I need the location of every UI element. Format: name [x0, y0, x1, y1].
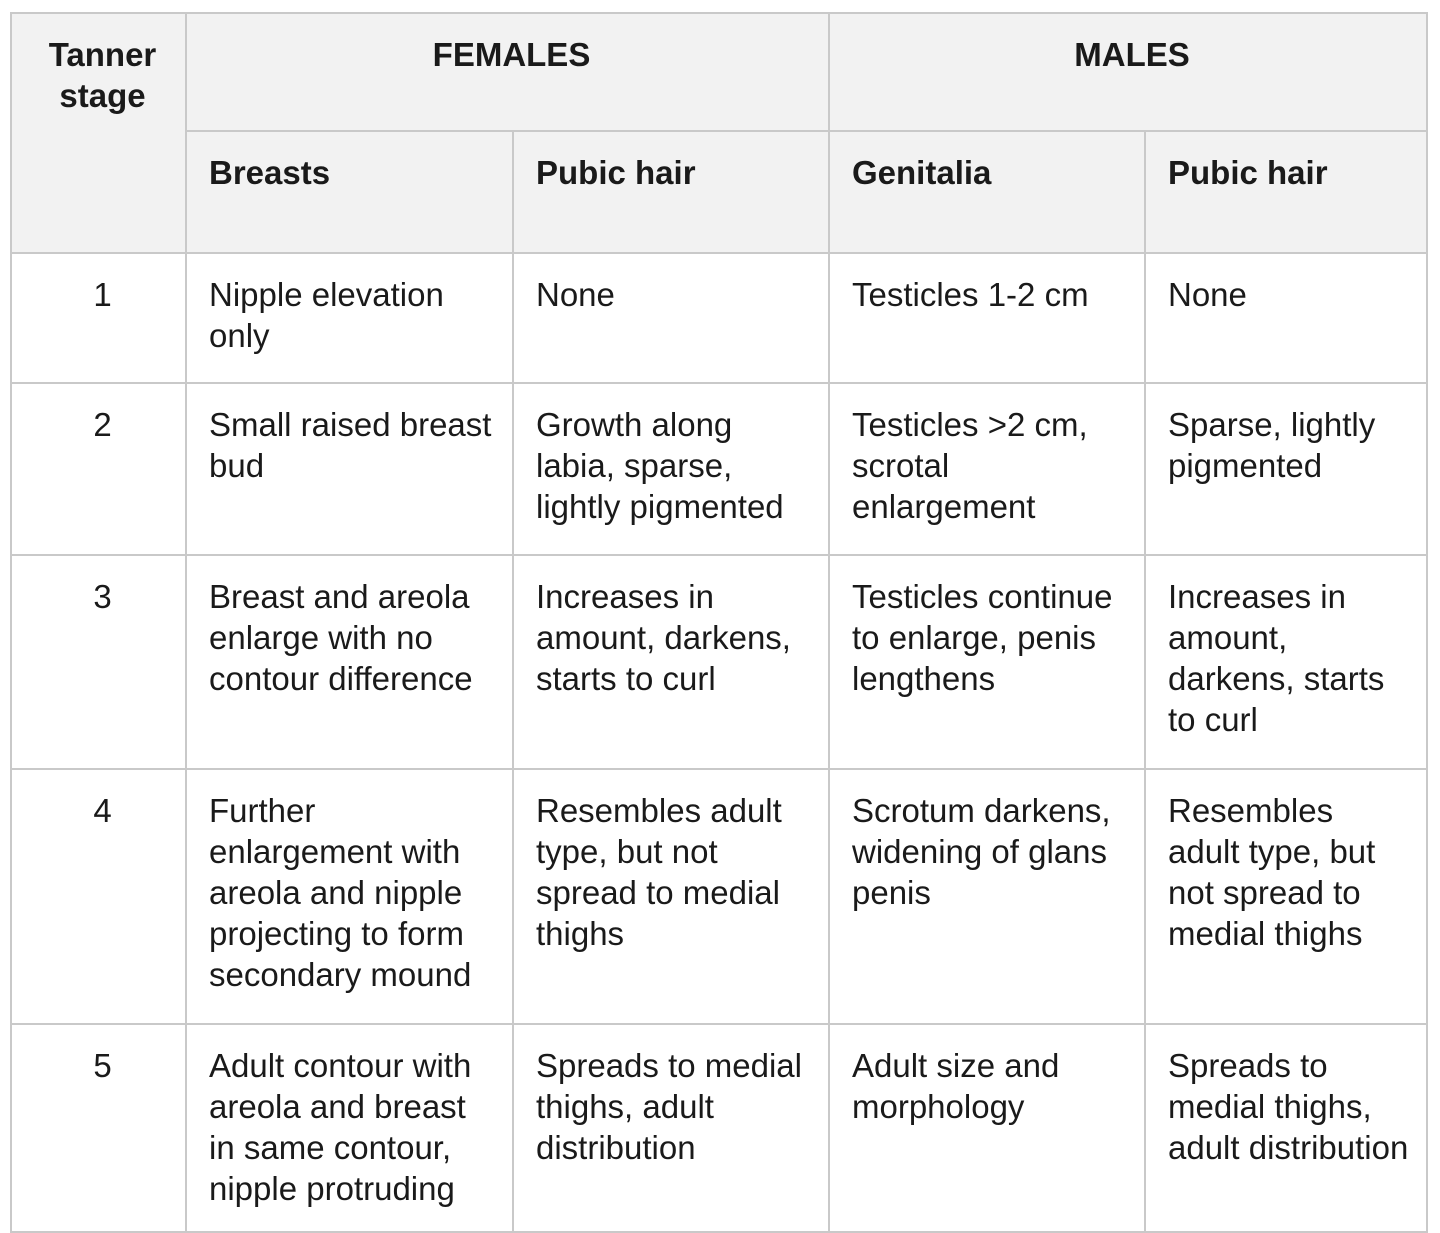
males-group-header: MALES [828, 12, 1428, 132]
stage-cell: 4 [10, 768, 187, 1025]
male-genitalia-cell: Testicles continue to enlarge, penis len… [828, 554, 1146, 770]
females-group-header: FEMALES [185, 12, 830, 132]
female-breasts-cell: Small raised breast bud [185, 382, 514, 556]
male-genitalia-cell: Testicles >2 cm, scrotal enlargement [828, 382, 1146, 556]
female-pubic-hair-cell: Spreads to medial thighs, adult distribu… [512, 1023, 830, 1233]
male-pubic-hair-cell: None [1144, 252, 1428, 384]
female-breasts-cell: Breast and areola enlarge with no contou… [185, 554, 514, 770]
male-pubic-hair-cell: Resembles adult type, but not spread to … [1144, 768, 1428, 1025]
stage-cell: 2 [10, 382, 187, 556]
table-row: 5 Adult contour with areola and breast i… [10, 1023, 1428, 1233]
female-pubic-hair-cell: None [512, 252, 830, 384]
column-header-row: Breasts Pubic hair Genitalia Pubic hair [11, 130, 1428, 254]
female-breasts-header: Breasts [185, 130, 514, 254]
tanner-stage-header: Tanner stage [10, 12, 187, 254]
stage-cell: 1 [10, 252, 187, 384]
male-pubic-hair-header: Pubic hair [1144, 130, 1428, 254]
male-genitalia-header: Genitalia [828, 130, 1146, 254]
table-row: 3 Breast and areola enlarge with no cont… [10, 554, 1428, 770]
table-row: 2 Small raised breast bud Growth along l… [10, 382, 1428, 556]
male-genitalia-cell: Testicles 1-2 cm [828, 252, 1146, 384]
female-pubic-hair-header: Pubic hair [512, 130, 830, 254]
male-pubic-hair-cell: Increases in amount, darkens, starts to … [1144, 554, 1428, 770]
male-pubic-hair-cell: Spreads to medial thighs, adult distribu… [1144, 1023, 1428, 1233]
stage-cell: 5 [10, 1023, 187, 1233]
female-pubic-hair-cell: Growth along labia, sparse, lightly pigm… [512, 382, 830, 556]
female-pubic-hair-cell: Increases in amount, darkens, starts to … [512, 554, 830, 770]
male-genitalia-cell: Scrotum darkens, widening of glans penis [828, 768, 1146, 1025]
table-row: 4 Further enlargement with areola and ni… [10, 768, 1428, 1025]
male-genitalia-cell: Adult size and morphology [828, 1023, 1146, 1233]
female-breasts-cell: Nipple elevation only [185, 252, 514, 384]
table-row: 1 Nipple elevation only None Testicles 1… [10, 252, 1428, 384]
group-header-row: Tanner stage FEMALES MALES [10, 12, 1428, 254]
female-pubic-hair-cell: Resembles adult type, but not spread to … [512, 768, 830, 1025]
female-breasts-cell: Further enlargement with areola and nipp… [185, 768, 514, 1025]
stage-cell: 3 [10, 554, 187, 770]
male-pubic-hair-cell: Sparse, lightly pigmented [1144, 382, 1428, 556]
female-breasts-cell: Adult contour with areola and breast in … [185, 1023, 514, 1233]
tanner-stage-table: Tanner stage FEMALES MALES Breasts Pubic… [10, 12, 1428, 1233]
